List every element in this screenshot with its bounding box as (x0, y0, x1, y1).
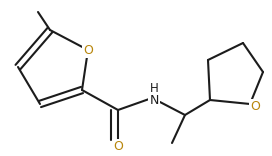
Text: N: N (149, 93, 159, 107)
Text: O: O (83, 44, 93, 56)
Text: H: H (150, 81, 158, 95)
Text: O: O (250, 100, 260, 114)
Text: O: O (113, 141, 123, 154)
